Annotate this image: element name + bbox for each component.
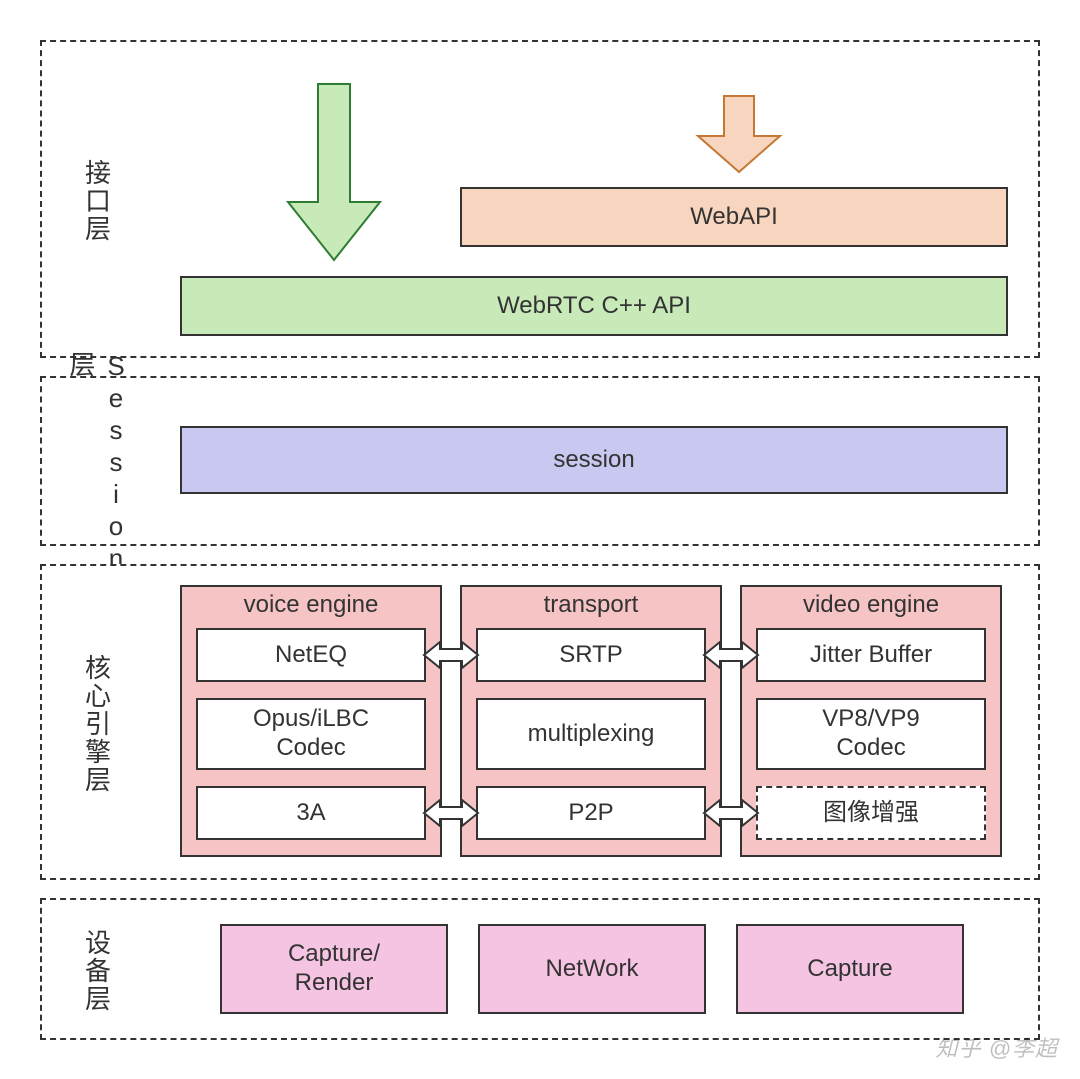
box-neteq: NetEQ xyxy=(196,628,426,682)
diagram-canvas: 接口层 WebAPI WebRTC C++ API Session层 sessi… xyxy=(40,40,1040,1040)
title-transport: transport xyxy=(462,591,720,619)
bi-arrow-right-r1-icon xyxy=(704,642,758,668)
arrow-down-orange-icon xyxy=(698,96,780,172)
box-opus-ilbc: Opus/iLBC Codec xyxy=(196,698,426,770)
title-voice-engine: voice engine xyxy=(182,591,440,619)
box-vp8-vp9: VP8/VP9 Codec xyxy=(756,698,986,770)
bi-arrow-left-r1-icon xyxy=(424,642,478,668)
box-webapi: WebAPI xyxy=(460,187,1008,247)
box-network: NetWork xyxy=(478,924,706,1014)
box-image-enhance: 图像增强 xyxy=(756,786,986,840)
layer-device-label: 设备层 xyxy=(42,900,152,1042)
box-3a: 3A xyxy=(196,786,426,840)
box-session: session xyxy=(180,426,1008,494)
box-webrtc-cpp-api: WebRTC C++ API xyxy=(180,276,1008,336)
bi-arrow-left-r3-icon xyxy=(424,800,478,826)
box-capture-render: Capture/ Render xyxy=(220,924,448,1014)
box-capture: Capture xyxy=(736,924,964,1014)
box-multiplexing: multiplexing xyxy=(476,698,706,770)
box-jitter-buffer: Jitter Buffer xyxy=(756,628,986,682)
bi-arrow-right-r3-icon xyxy=(704,800,758,826)
arrow-down-green-icon xyxy=(288,84,380,260)
layer-api-label: 接口层 xyxy=(42,42,152,360)
box-srtp: SRTP xyxy=(476,628,706,682)
title-video-engine: video engine xyxy=(742,591,1000,619)
layer-core-label: 核心引擎层 xyxy=(42,566,152,882)
layer-session-label: Session层 xyxy=(42,378,152,548)
watermark-text: 知乎 @李超 xyxy=(936,1031,1058,1063)
box-p2p: P2P xyxy=(476,786,706,840)
